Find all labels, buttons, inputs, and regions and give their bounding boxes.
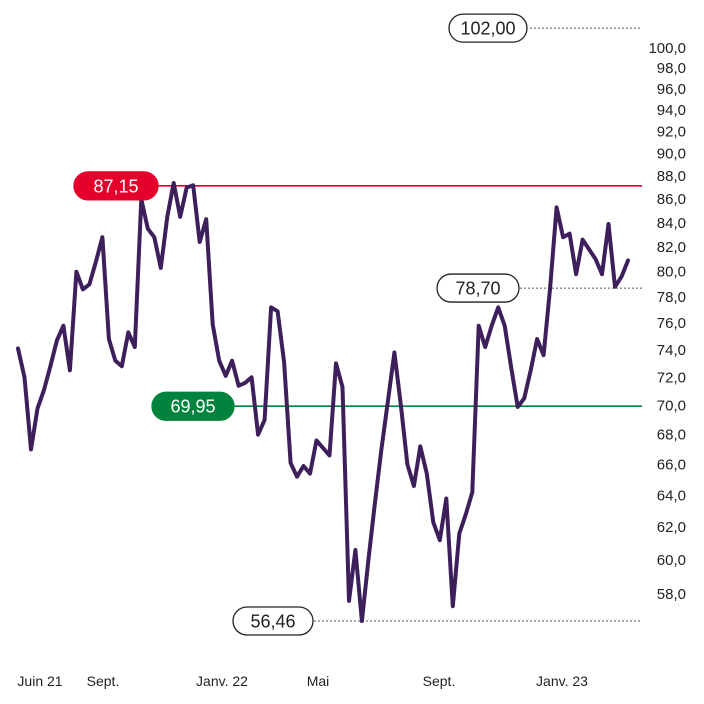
- y-tick-label: 92,0: [657, 124, 686, 141]
- y-tick-label: 60,0: [657, 552, 686, 569]
- y-tick-label: 66,0: [657, 456, 686, 473]
- value-label-text: 78,70: [455, 279, 500, 299]
- x-tick-label: Sept.: [87, 673, 120, 689]
- y-tick-label: 96,0: [657, 81, 686, 98]
- y-tick-label: 80,0: [657, 264, 686, 281]
- x-axis: Juin 21 Sept. Janv. 22 Mai Sept. Janv. 23: [17, 673, 588, 689]
- value-label-text: 69,95: [170, 397, 215, 417]
- y-tick-label: 74,0: [657, 342, 686, 359]
- y-tick-label: 86,0: [657, 191, 686, 208]
- max-ref-label: 102,00: [448, 13, 528, 43]
- y-tick-label: 72,0: [657, 369, 686, 386]
- y-tick-label: 100,0: [648, 40, 686, 57]
- value-label-text: 56,46: [250, 611, 295, 631]
- y-tick-label: 58,0: [657, 586, 686, 603]
- x-tick-label: Sept.: [423, 673, 456, 689]
- y-tick-label: 68,0: [657, 427, 686, 444]
- y-tick-label: 64,0: [657, 487, 686, 504]
- y-tick-label: 98,0: [657, 60, 686, 77]
- value-label-text: 87,15: [93, 176, 138, 196]
- reference-lines: [150, 27, 642, 622]
- value-label-text: 102,00: [460, 19, 515, 39]
- value-labels: 102,00 87,15 78,70 69,95 56,46: [73, 13, 528, 636]
- price-series-line: [16, 181, 630, 623]
- y-tick-label: 82,0: [657, 239, 686, 256]
- x-tick-label: Mai: [307, 673, 330, 689]
- x-tick-label: Juin 21: [17, 673, 62, 689]
- y-tick-label: 78,0: [657, 289, 686, 306]
- y-tick-label: 90,0: [657, 146, 686, 163]
- y-tick-label: 94,0: [657, 102, 686, 119]
- x-tick-label: Janv. 22: [196, 673, 248, 689]
- high-ref-label: 87,15: [73, 171, 159, 201]
- y-tick-label: 76,0: [657, 315, 686, 332]
- y-tick-label: 84,0: [657, 215, 686, 232]
- low-ref-label: 69,95: [151, 391, 235, 421]
- y-axis: 58,0 60,0 62,0 64,0 66,0 68,0 70,0 72,0 74,0 76,0…: [648, 40, 686, 603]
- x-tick-label: Janv. 23: [536, 673, 588, 689]
- y-tick-label: 70,0: [657, 398, 686, 415]
- min-ref-label: 56,46: [232, 606, 314, 636]
- last-ref-label: 78,70: [436, 273, 520, 303]
- y-tick-label: 88,0: [657, 168, 686, 185]
- y-tick-label: 62,0: [657, 519, 686, 536]
